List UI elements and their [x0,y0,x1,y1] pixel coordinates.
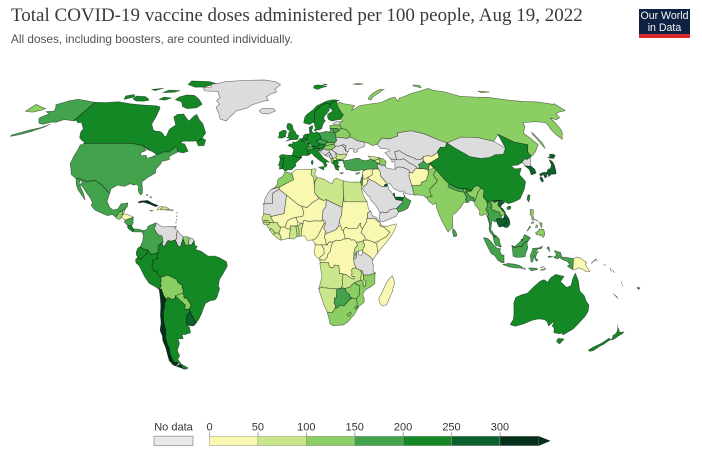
svg-text:50: 50 [252,422,264,434]
svg-text:100: 100 [297,422,315,434]
svg-text:No data: No data [154,422,193,434]
svg-text:0: 0 [206,422,212,434]
svg-text:150: 150 [346,422,364,434]
svg-text:250: 250 [442,422,460,434]
svg-text:200: 200 [394,422,412,434]
svg-text:300: 300 [491,422,509,434]
